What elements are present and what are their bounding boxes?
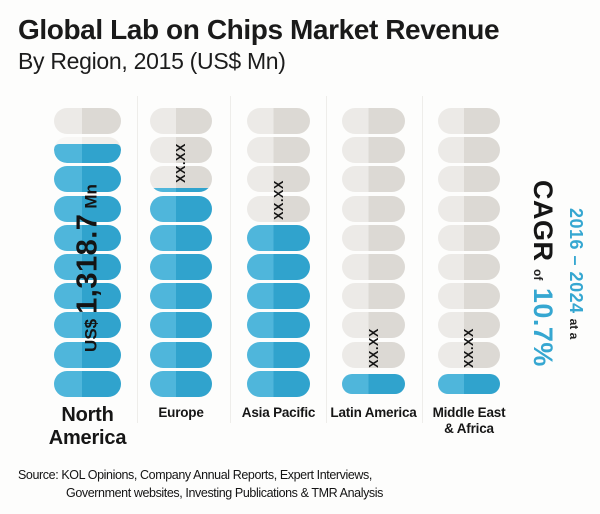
pill-empty (438, 224, 500, 251)
pill-empty (247, 137, 310, 164)
pill-partial-fill (150, 187, 212, 193)
pill-empty (342, 166, 405, 193)
column-europe (150, 108, 212, 400)
value-unit: Mn (81, 184, 100, 209)
axis-label-line: Europe (158, 405, 204, 420)
pill-filled (54, 253, 121, 280)
pill-empty (342, 224, 405, 251)
pill-filled (54, 224, 121, 251)
cagr-period: 2016 – 2024 (566, 208, 586, 314)
pill-empty (438, 283, 500, 310)
pill-empty (438, 166, 500, 193)
source-note: Source: KOL Opinions, Company Annual Rep… (18, 466, 383, 502)
pill-partial-fill (54, 143, 121, 164)
axis-label-middle-east-africa: Middle East & Africa (433, 405, 506, 437)
pill-filled (54, 341, 121, 368)
cagr-value-line: CAGR of 10.7% (519, 180, 562, 440)
pill-filled (150, 195, 212, 222)
axis-label-line: North (61, 404, 114, 426)
cagr-value: 10.7% (528, 287, 558, 367)
pill-empty (342, 195, 405, 222)
pill-filled (54, 370, 121, 397)
pill-filled (150, 341, 212, 368)
chart-title: Global Lab on Chips Market Revenue (18, 14, 500, 45)
axis-label-europe: Europe (158, 405, 204, 421)
column-value-label: US$ 1,318.7 Mn (71, 184, 104, 352)
pill-empty (54, 108, 121, 134)
pill-filled (54, 283, 121, 310)
value-number: 1,318.7 (71, 213, 103, 314)
pill-empty (438, 137, 500, 164)
pill-empty (150, 137, 212, 164)
pill-filled (150, 370, 212, 397)
axis-label-north-america: North America (49, 404, 127, 449)
column-value-label: XX.XX (462, 328, 476, 368)
column-value-label: XX.XX (271, 180, 286, 220)
pill-empty (438, 312, 500, 339)
pill-filled (247, 283, 310, 310)
axis-label-line: Middle East (432, 405, 506, 420)
axis-label-line: & Africa (444, 421, 494, 436)
column-middle-east-africa (438, 108, 500, 397)
axis-label-latin-america: Latin America (330, 405, 416, 421)
axis-label-asia-pacific: Asia Pacific (241, 405, 316, 421)
pill-empty (438, 108, 500, 134)
pill-empty (342, 108, 405, 134)
pill-partial (150, 166, 212, 193)
source-line-1: Source: KOL Opinions, Company Annual Rep… (18, 468, 372, 482)
axis-label-line: America (48, 426, 127, 449)
cagr-period-line: 2016 – 2024 at a (562, 208, 588, 440)
pill-filled (54, 195, 121, 222)
pill-filled (247, 370, 310, 397)
column-divider (136, 96, 138, 423)
column-asia-pacific (247, 108, 310, 400)
pill-empty (247, 166, 310, 193)
pill-filled (247, 224, 310, 251)
column-value-label: XX.XX (174, 143, 188, 183)
pill-empty (438, 341, 500, 368)
column-divider (421, 96, 423, 423)
value-currency: US$ (81, 318, 100, 352)
pill-empty (342, 283, 405, 310)
column-value-label: XX.XX (366, 328, 381, 368)
pill-partial (54, 137, 121, 164)
cagr-annotation: 2016 – 2024 at a CAGR of 10.7% (524, 180, 588, 440)
cagr-of-word: of (531, 269, 545, 281)
pill-empty (150, 108, 212, 134)
column-divider (229, 96, 231, 423)
pill-empty (342, 341, 405, 368)
pill-empty (247, 195, 310, 222)
pill-empty (342, 137, 405, 164)
pill-empty (438, 253, 500, 280)
chart-subtitle: By Region, 2015 (US$ Mn) (18, 48, 286, 74)
pill-filled (150, 312, 212, 339)
cagr-metric-label: CAGR (528, 180, 558, 262)
pill-filled (247, 312, 310, 339)
pill-empty (247, 108, 310, 134)
pill-filled (438, 373, 500, 394)
pill-empty (342, 312, 405, 339)
pill-filled (54, 312, 121, 339)
source-line-2: Government websites, Investing Publicati… (66, 486, 383, 500)
column-north-america (54, 108, 121, 400)
cagr-connector: at a (567, 318, 581, 340)
pill-filled (247, 341, 310, 368)
column-divider (326, 96, 327, 423)
axis-label-line: Asia Pacific (241, 405, 316, 420)
axis-label-line: Latin America (330, 405, 417, 420)
pill-filled (150, 224, 212, 251)
pill-filled (150, 253, 212, 280)
pill-filled (247, 253, 310, 280)
pill-empty (438, 195, 500, 222)
pill-filled (150, 283, 212, 310)
pill-empty (342, 253, 405, 280)
pill-filled (342, 373, 405, 394)
column-latin-america (342, 108, 405, 397)
pill-filled (54, 166, 121, 193)
